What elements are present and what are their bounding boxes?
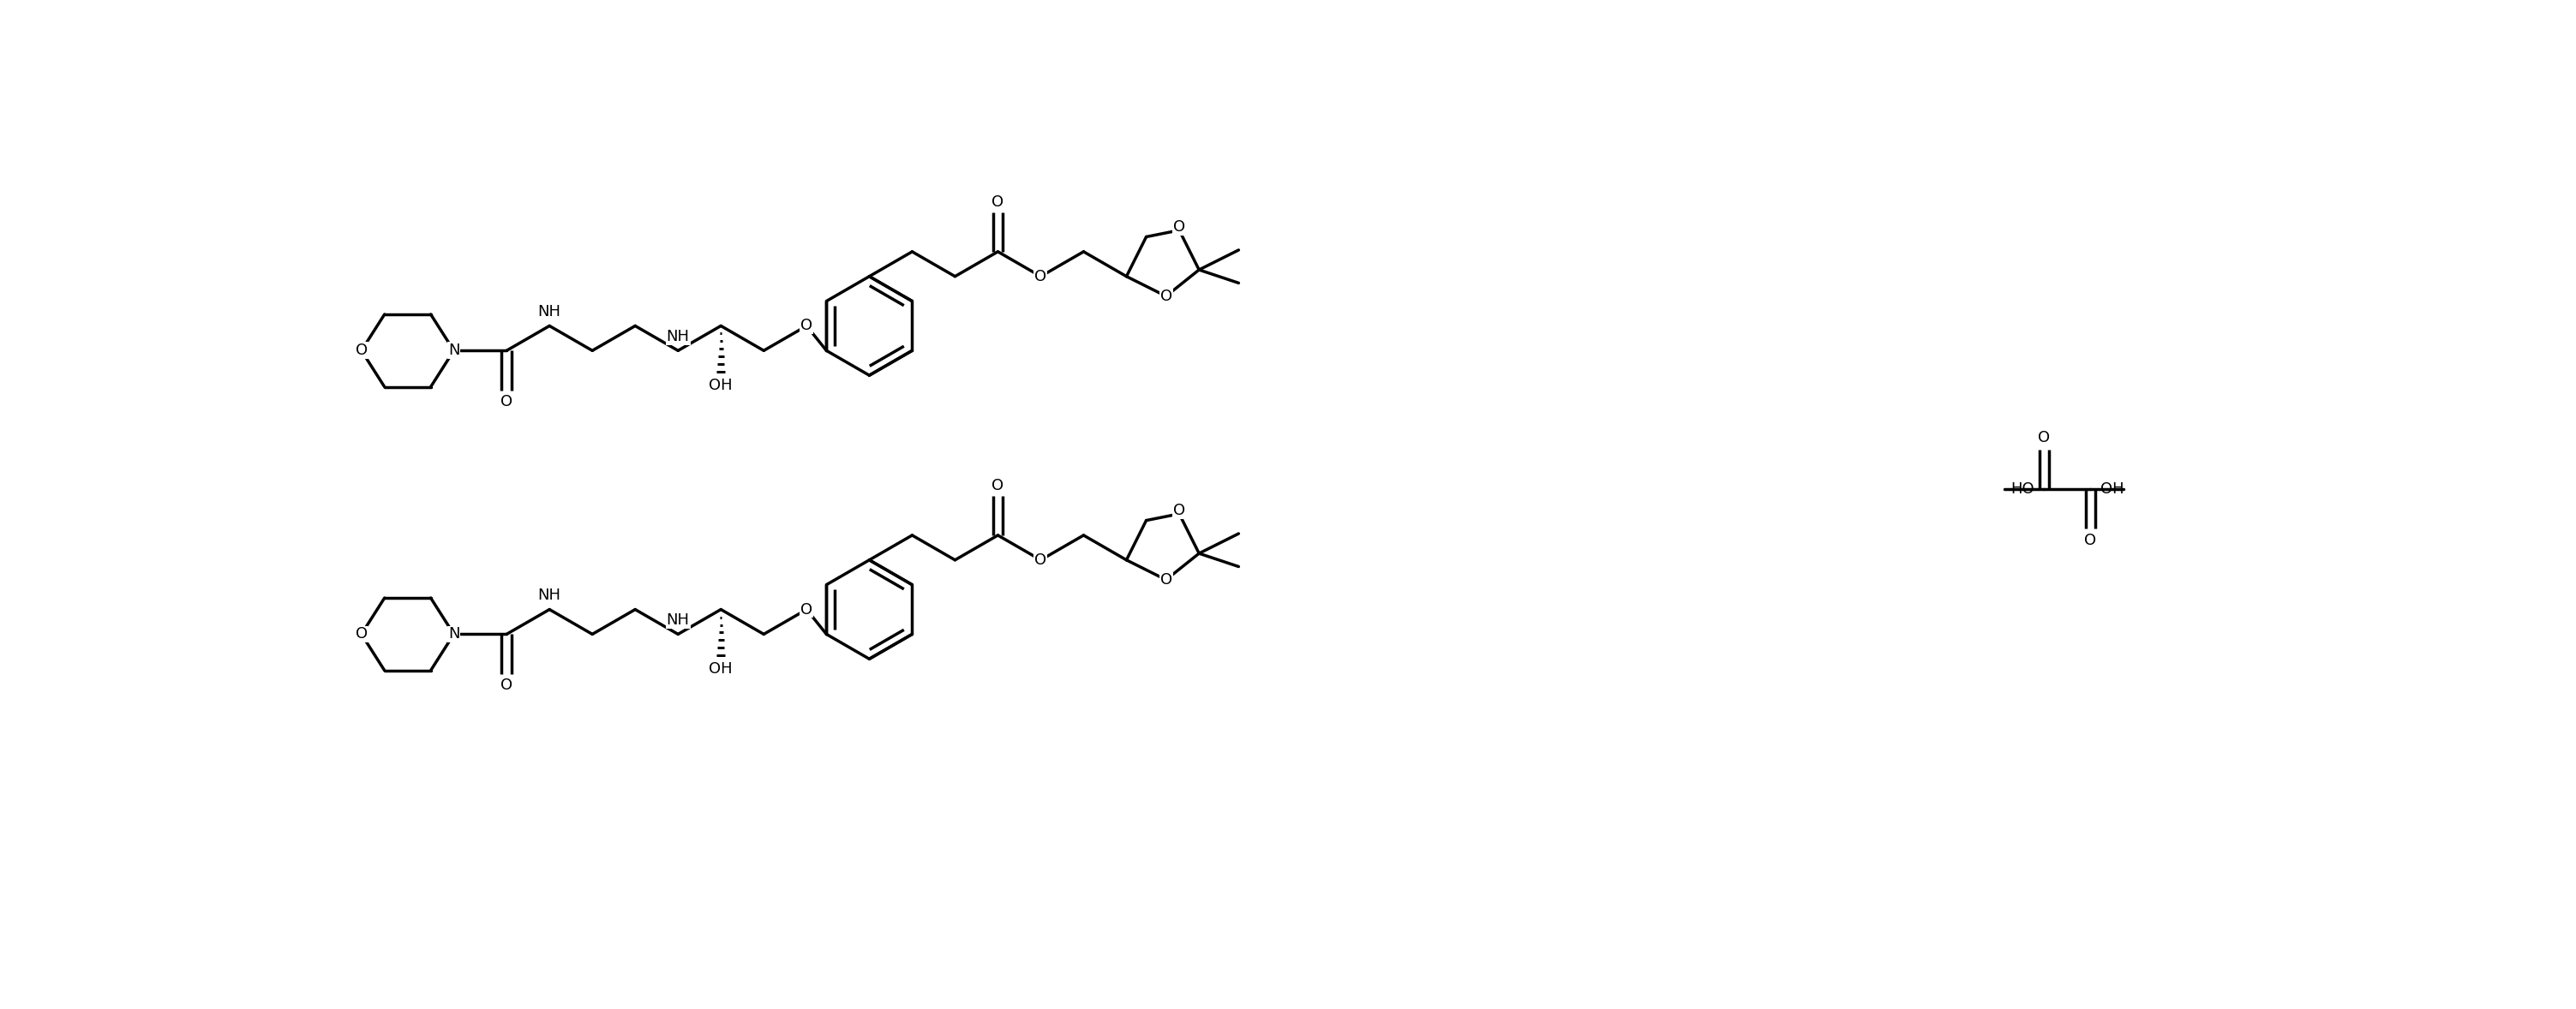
Text: OH: OH bbox=[708, 377, 732, 393]
Text: NH: NH bbox=[538, 304, 562, 319]
Text: O: O bbox=[801, 318, 811, 334]
Text: NH: NH bbox=[667, 612, 690, 628]
Text: O: O bbox=[801, 601, 811, 618]
Text: NH: NH bbox=[667, 329, 690, 344]
Text: O: O bbox=[2084, 533, 2097, 548]
Text: O: O bbox=[1036, 552, 1046, 568]
Text: O: O bbox=[500, 678, 513, 693]
Text: O: O bbox=[1172, 219, 1185, 235]
Text: O: O bbox=[355, 343, 368, 358]
Text: O: O bbox=[1159, 289, 1172, 304]
Text: OH: OH bbox=[2099, 481, 2123, 496]
Text: O: O bbox=[1172, 502, 1185, 519]
Text: O: O bbox=[355, 627, 368, 642]
Text: O: O bbox=[992, 478, 1005, 493]
Text: O: O bbox=[2038, 430, 2050, 445]
Text: HO: HO bbox=[2009, 481, 2035, 496]
Text: O: O bbox=[500, 395, 513, 410]
Text: N: N bbox=[448, 343, 459, 358]
Text: O: O bbox=[1159, 572, 1172, 587]
Text: N: N bbox=[448, 627, 459, 642]
Text: OH: OH bbox=[708, 661, 732, 676]
Text: NH: NH bbox=[538, 587, 562, 602]
Text: O: O bbox=[1036, 268, 1046, 285]
Text: O: O bbox=[992, 195, 1005, 210]
